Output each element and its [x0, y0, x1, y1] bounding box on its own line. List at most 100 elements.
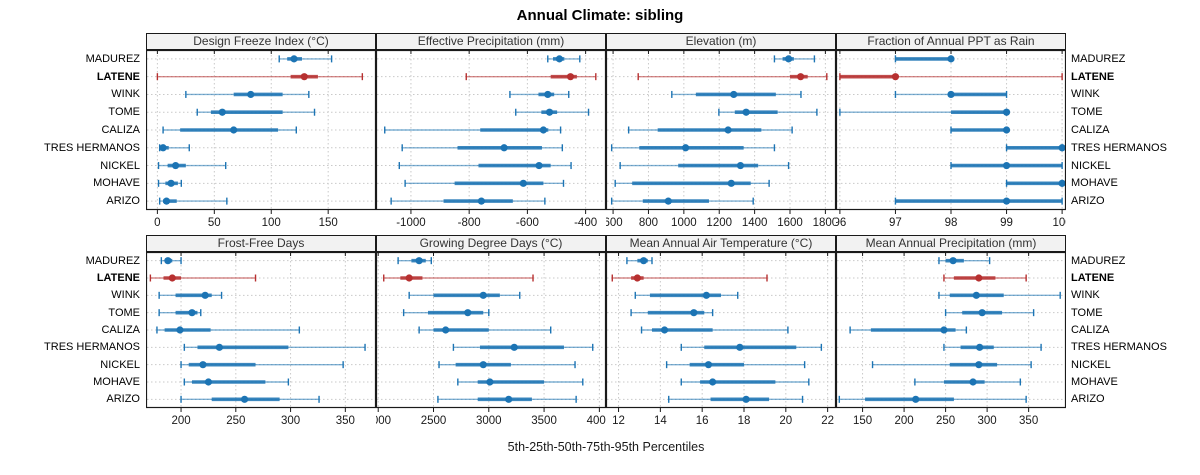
percentile-series-tres-hermanos	[610, 144, 776, 152]
panel-frost-free-days: Frost-Free Days 200 250 300 350	[146, 235, 376, 427]
x-tick-label: 18	[738, 415, 751, 427]
median-dot	[704, 361, 713, 369]
percentile-series-latene	[611, 274, 768, 282]
median-dot	[736, 161, 745, 170]
percentile-series-madurez	[397, 257, 432, 265]
median-dot	[199, 361, 207, 369]
panel-title: Design Freeze Index (°C)	[193, 34, 329, 48]
median-dot	[164, 257, 172, 265]
percentile-series-arizo	[894, 197, 1063, 205]
percentile-series-caliza	[162, 126, 297, 134]
percentile-series-tres-hermanos	[401, 144, 564, 152]
x-tick-label: 300	[281, 415, 300, 427]
median-dot	[1002, 197, 1011, 205]
x-tick-label: 150	[853, 415, 872, 427]
percentile-series-caliza	[156, 326, 301, 334]
percentile-series-caliza	[950, 126, 1011, 134]
panel-title: Mean Annual Precipitation (mm)	[866, 236, 1037, 250]
percentile-series-arizo	[390, 197, 546, 205]
median-dot	[1002, 126, 1011, 134]
median-dot	[972, 291, 980, 299]
site-label-left-latene: LATENE	[96, 70, 140, 83]
percentile-series-nickel	[157, 161, 227, 170]
x-tick-label: 1000	[671, 217, 697, 229]
x-tick-label: 250	[226, 415, 245, 427]
median-dot	[736, 343, 744, 351]
percentile-series-nickel	[665, 361, 806, 369]
median-dot	[167, 179, 175, 187]
x-tick-label: 3500	[531, 415, 557, 427]
percentile-series-tome	[402, 309, 490, 317]
x-tick-label: 250	[936, 415, 955, 427]
site-label-left-wink: WINK	[111, 289, 140, 302]
percentile-series-wink	[185, 90, 310, 99]
site-label-left-arizo: ARIZO	[106, 195, 140, 208]
site-label-left-caliza: CALIZA	[101, 324, 140, 336]
median-dot	[1058, 144, 1066, 152]
median-dot	[664, 197, 672, 205]
median-dot	[240, 395, 249, 403]
percentile-series-madurez	[160, 257, 182, 265]
x-tick-label: 100	[262, 217, 281, 229]
site-label-right-madurez: MADUREZ	[1071, 254, 1126, 267]
panel-border	[376, 49, 606, 211]
median-dot	[230, 126, 238, 134]
median-dot	[535, 161, 543, 170]
median-dot	[519, 179, 527, 187]
panel-header	[606, 33, 836, 50]
median-dot	[300, 73, 308, 81]
percentile-series-caliza	[627, 126, 793, 134]
x-tick-label: 350	[1019, 415, 1038, 427]
percentile-series-arizo	[180, 395, 320, 403]
x-tick-label: 16	[696, 415, 709, 427]
panel-elevation-m: Elevation (m) 600 800 1000 1200 1400 1600 1800	[606, 33, 836, 229]
site-label-right-latene: LATENE	[1071, 70, 1115, 83]
median-dot	[510, 343, 518, 351]
panel-mean-annual-precipitation-mm: Mean Annual Precipitation (mm) 150 200 250 3…	[836, 235, 1066, 427]
x-tick-label: 100	[1053, 217, 1066, 229]
site-label-left-nickel: NICKEL	[100, 358, 140, 371]
median-dot	[727, 179, 735, 187]
site-label-left-tres-hermanos: TRES HERMANOS	[44, 141, 140, 154]
percentile-series-latene	[839, 73, 1063, 81]
x-tick-label: 22	[821, 415, 834, 427]
median-dot	[159, 144, 167, 152]
percentile-series-nickel	[950, 161, 1063, 170]
percentile-series-mohave	[183, 378, 290, 386]
x-tick-label: 4000	[587, 415, 606, 427]
panel-growing-degree-days-c: Growing Degree Days (°C) 2000 2500 3000 3500…	[376, 235, 606, 427]
panel-border	[836, 49, 1066, 211]
x-tick-label: 1600	[777, 217, 803, 229]
median-dot	[891, 73, 900, 81]
median-dot	[947, 90, 955, 99]
x-tick-label: 600	[606, 217, 623, 229]
median-dot	[724, 126, 732, 134]
percentile-series-tome	[515, 108, 590, 116]
x-tick-label: 97	[889, 217, 902, 229]
median-dot	[969, 378, 977, 386]
percentile-series-madurez	[278, 55, 333, 63]
median-dot	[949, 257, 957, 265]
x-tick-label: 20	[779, 415, 792, 427]
panel-header	[836, 33, 1066, 50]
percentile-series-nickel	[619, 161, 790, 170]
median-dot	[1002, 161, 1011, 170]
percentile-series-mohave	[457, 378, 584, 386]
percentile-series-wink	[938, 291, 1061, 299]
median-dot	[947, 55, 955, 63]
site-label-right-caliza: CALIZA	[1071, 324, 1110, 336]
percentile-series-madurez	[626, 257, 653, 265]
panel-effective-precipitation-mm: Effective Precipitation (mm) -1000 -800 -60…	[376, 33, 606, 229]
percentile-series-mohave	[914, 378, 1022, 386]
x-tick-label: 1200	[706, 217, 732, 229]
site-label-right-arizo: ARIZO	[1071, 393, 1105, 406]
median-dot	[464, 309, 472, 317]
panel-title: Frost-Free Days	[218, 236, 305, 250]
percentile-series-arizo	[610, 197, 754, 205]
x-tick-label: 3000	[476, 415, 502, 427]
x-tick-label: 2000	[376, 415, 391, 427]
chart-title: Annual Climate: sibling	[516, 7, 684, 24]
x-tick-label: 350	[336, 415, 355, 427]
percentile-series-wink	[671, 90, 802, 99]
